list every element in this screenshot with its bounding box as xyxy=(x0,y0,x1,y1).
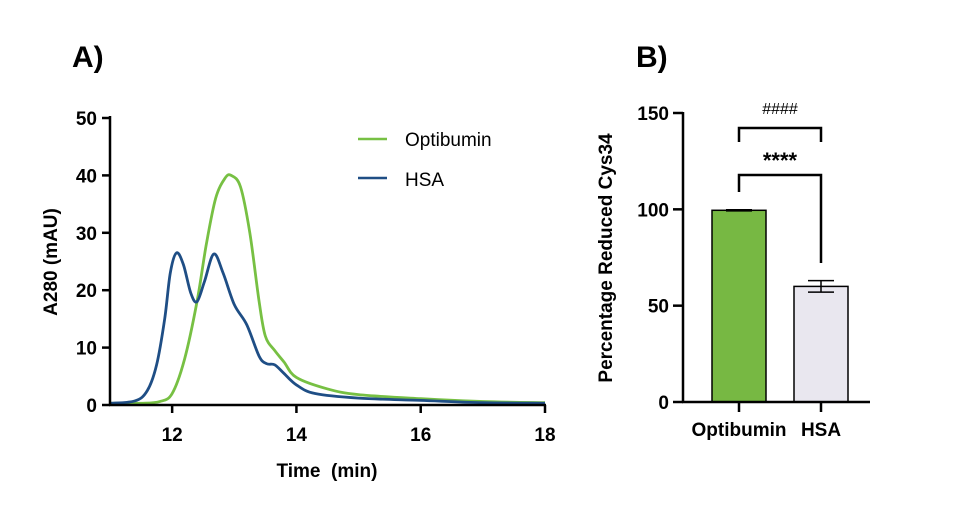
x-tick-label: 16 xyxy=(410,425,431,446)
y-tick-label: 150 xyxy=(637,104,669,125)
y-tick-label: 100 xyxy=(637,200,669,221)
y-tick-label: 20 xyxy=(76,281,97,302)
legend-label-optibumin: Optibumin xyxy=(405,130,492,151)
significance-bracket-hash xyxy=(737,126,823,142)
series-line-optibumin xyxy=(109,173,546,405)
panel-a-axes: 0 10 20 30 40 50 12 14 16 18 xyxy=(76,109,556,446)
bar-hsa xyxy=(793,285,849,403)
y-tick-label: 10 xyxy=(76,339,97,360)
series-line-hsa xyxy=(109,251,546,405)
x-tick-label: 18 xyxy=(534,425,555,446)
panel-a-label: A) xyxy=(72,41,104,74)
significance-bracket-stars xyxy=(737,173,823,263)
bar-optibumin xyxy=(711,209,767,403)
y-tick-label: 0 xyxy=(658,393,669,414)
x-tick-label: 12 xyxy=(162,425,183,446)
panel-b-label: B) xyxy=(636,41,668,74)
legend-label-hsa: HSA xyxy=(405,170,444,191)
error-bar-optibumin xyxy=(726,208,752,212)
panel-b-axes: Optibumin HSA 0 50 100 150 **** #### xyxy=(637,101,870,441)
panel-a-ylabel: A280 (mAU) xyxy=(41,208,62,316)
significance-label-stars: **** xyxy=(763,148,798,173)
x-tick-label: Optibumin xyxy=(692,420,787,441)
x-tick-label: HSA xyxy=(801,420,841,441)
significance-label-hash: #### xyxy=(762,101,798,118)
legend: Optibumin HSA xyxy=(358,130,492,191)
panel-a-xlabel: Time (min) xyxy=(277,461,378,482)
error-bar-hsa xyxy=(808,279,834,293)
panel-b-ylabel: Percentage Reduced Cys34 xyxy=(596,133,617,383)
y-tick-label: 50 xyxy=(648,297,669,318)
y-tick-label: 30 xyxy=(76,224,97,245)
y-tick-label: 50 xyxy=(76,109,97,130)
y-tick-label: 0 xyxy=(86,396,97,417)
x-tick-label: 14 xyxy=(286,425,308,446)
y-tick-label: 40 xyxy=(76,166,97,187)
